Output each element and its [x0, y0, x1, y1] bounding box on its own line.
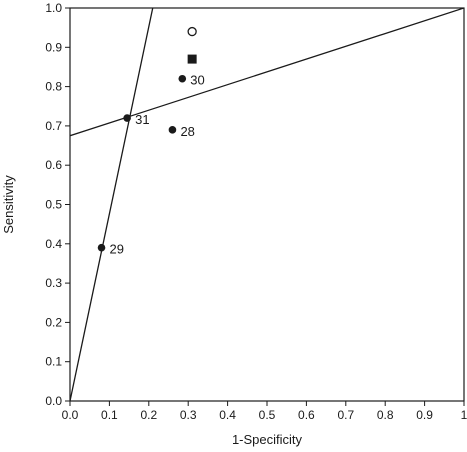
plot-frame [69, 7, 465, 402]
x-tick-label: 0.0 [62, 408, 79, 422]
x-tick-label: 0.6 [298, 408, 315, 422]
point-label: 30 [190, 73, 204, 88]
x-tick-label: 0.7 [337, 408, 354, 422]
data-point [168, 126, 177, 134]
y-tick-label: 0.1 [45, 355, 62, 369]
y-tick-label: 0.8 [45, 80, 62, 94]
x-tick-label: 0.4 [219, 408, 236, 422]
x-tick-label: 1 [461, 408, 467, 422]
data-point-square [187, 54, 197, 64]
axis-ticks: 0.0 0.1 0.2 0.3 0.4 0.5 0.6 0.7 0.8 0.9 1 0.0 0.1 0.2… [45, 1, 467, 422]
data-point [97, 243, 106, 252]
data-point-open [187, 26, 197, 37]
y-tick-label: 0.9 [45, 40, 62, 54]
y-tick-label: 0.5 [45, 198, 62, 212]
data-point [123, 114, 131, 122]
reference-line [70, 8, 154, 401]
point-label: 28 [180, 124, 194, 139]
x-axis-title: 1-Specificity [232, 432, 303, 447]
x-tick-label: 0.5 [259, 408, 276, 422]
point-label: 31 [135, 112, 149, 127]
reference-line [70, 8, 464, 137]
y-tick-label: 0.4 [45, 237, 62, 251]
y-tick-label: 0.2 [45, 315, 62, 329]
data-point [178, 74, 187, 83]
point-label: 29 [110, 242, 124, 257]
x-tick-label: 0.1 [101, 408, 118, 422]
y-tick-label: 0.3 [45, 276, 62, 290]
y-tick-label: 1.0 [45, 1, 62, 15]
x-tick-label: 0.8 [377, 408, 394, 422]
x-tick-label: 0.9 [416, 408, 433, 422]
x-tick-label: 0.3 [180, 408, 197, 422]
y-axis-title: Sensitivity [1, 175, 16, 234]
data-points: 29 31 28 30 [97, 26, 205, 257]
y-tick-label: 0.0 [45, 394, 62, 408]
y-tick-label: 0.6 [45, 158, 62, 172]
x-tick-label: 0.2 [140, 408, 157, 422]
reference-lines [70, 8, 464, 401]
y-tick-label: 0.7 [45, 119, 62, 133]
